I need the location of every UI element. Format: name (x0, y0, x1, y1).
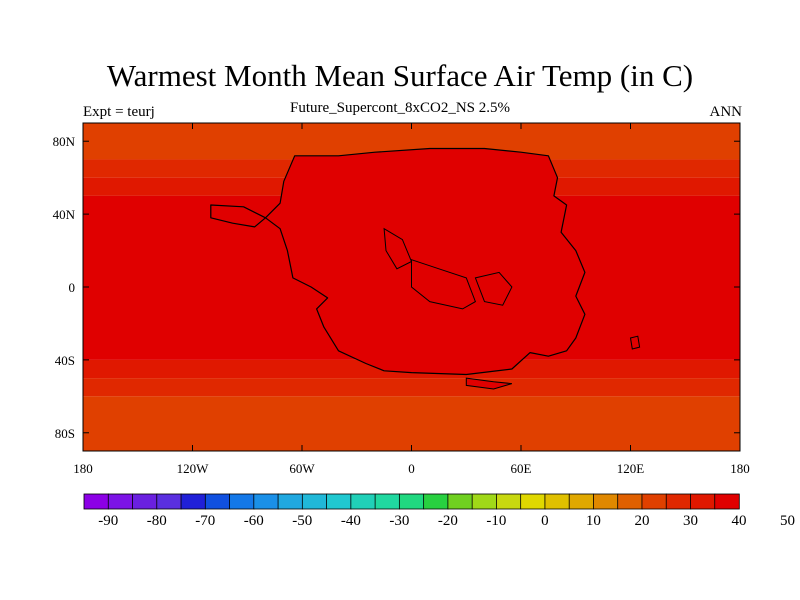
colorbar-swatch (107, 493, 134, 510)
colorbar-label: 40 (732, 513, 747, 529)
colorbar-swatch (641, 493, 667, 510)
colorbar-swatch (156, 493, 182, 510)
inland-sea-0 (383, 227, 413, 270)
y-tick-label: 80N (53, 134, 76, 149)
x-tick-label: 180 (73, 461, 93, 476)
colorbar-label: 30 (683, 513, 698, 529)
inland-sea-2 (474, 271, 513, 306)
colorbar-label: -50 (292, 513, 312, 529)
inland-sea-1 (411, 259, 477, 310)
colorbar-label: 0 (541, 513, 549, 529)
colorbar-label: 50 (780, 513, 795, 529)
colorbar-swatch (568, 493, 595, 510)
y-tick-label: 40S (55, 353, 75, 368)
colorbar-swatch (398, 493, 425, 510)
y-tick-label: 80S (55, 426, 75, 441)
colorbar-label: -60 (244, 513, 264, 529)
colorbar-swatch (496, 493, 522, 510)
experiment-label: Expt = teurj (83, 104, 155, 120)
colorbar-swatch (374, 493, 401, 510)
colorbar-label: 20 (635, 513, 650, 529)
colorbar-swatch (301, 493, 328, 510)
island-0 (465, 377, 513, 390)
colorbar-swatch (593, 493, 619, 510)
colorbar-swatch (471, 493, 498, 510)
colorbar-swatch (277, 493, 304, 510)
x-tick-label: 180 (730, 461, 750, 476)
zonal-band-6 (83, 396, 740, 451)
colorbar-swatch (83, 493, 109, 510)
y-tick-label: 0 (69, 280, 76, 295)
coastline (210, 147, 586, 376)
colorbar-swatch (423, 493, 449, 510)
colorbar-label: -20 (438, 513, 458, 529)
island-1 (629, 335, 641, 350)
colorbar-swatch (520, 493, 546, 510)
colorbar-label: -40 (341, 513, 361, 529)
y-tick-label: 40N (53, 207, 76, 222)
colorbar-label: -30 (389, 513, 409, 529)
colorbar-swatch (229, 493, 255, 510)
map-field (83, 123, 740, 451)
map-subtitle: Future_Supercont_8xCO2_NS 2.5% (290, 100, 510, 116)
colorbar-swatch (132, 493, 158, 510)
colorbar-swatch (204, 493, 231, 510)
colorbar-label: -10 (486, 513, 506, 529)
colorbar-swatch (665, 493, 692, 510)
x-tick-label: 60E (511, 461, 532, 476)
colorbar-label: 10 (586, 513, 601, 529)
x-tick-label: 120E (617, 461, 645, 476)
x-tick-label: 0 (408, 461, 415, 476)
colorbar-swatch (350, 493, 376, 510)
map-title: Warmest Month Mean Surface Air Temp (in … (106, 58, 694, 93)
season-label: ANN (709, 104, 743, 120)
x-tick-label: 60W (289, 461, 315, 476)
colorbar-swatch (447, 493, 473, 510)
zonal-band-5 (83, 378, 740, 397)
map-axes: 80N 40N 0 40S 80S 180 120W 60W 0 60E 120E 180 (53, 123, 750, 476)
colorbar-swatch (544, 493, 570, 510)
colorbar-swatch (180, 493, 206, 510)
colorbar-swatch (617, 493, 643, 510)
colorbar-swatch (326, 493, 352, 510)
colorbar-label: -80 (147, 513, 167, 529)
colorbar: -90 -80 -70 -60 -50 -40 -30 -20 -10 0 10 20 30 40 50 (83, 493, 795, 529)
colorbar-swatch (253, 493, 279, 510)
colorbar-swatch (690, 493, 716, 510)
colorbar-label: -90 (98, 513, 118, 529)
x-tick-label: 120W (177, 461, 210, 476)
colorbar-swatch (714, 493, 740, 510)
colorbar-label: -70 (195, 513, 215, 529)
